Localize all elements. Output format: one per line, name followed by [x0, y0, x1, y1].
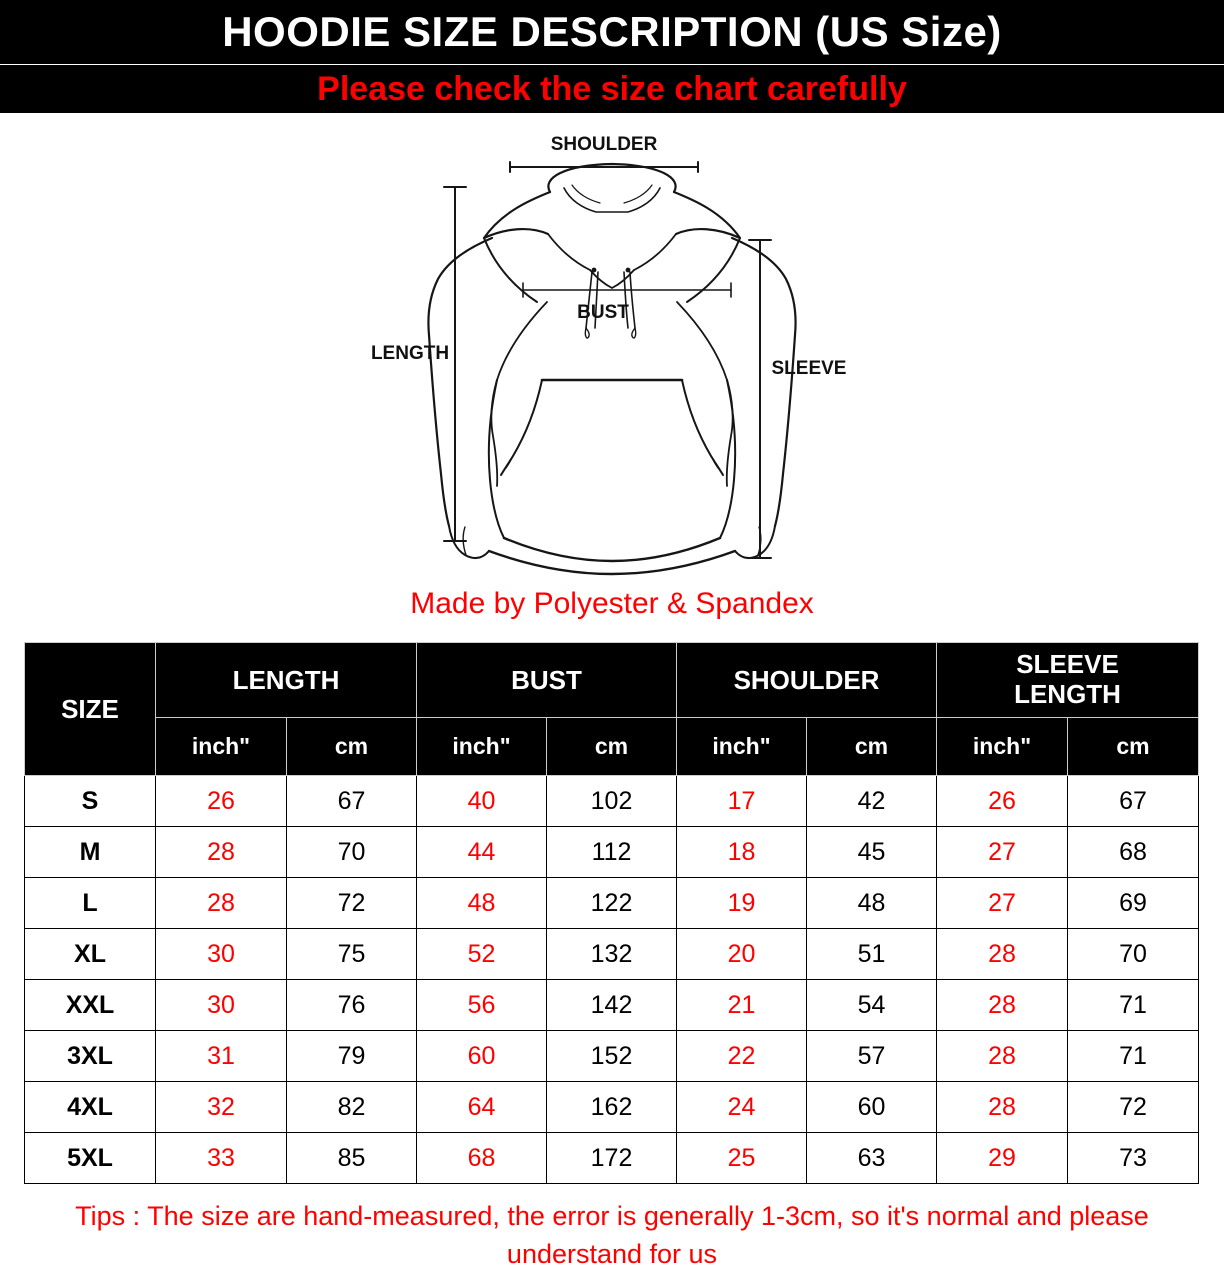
svg-text:SLEEVE: SLEEVE [772, 358, 847, 379]
svg-text:BUST: BUST [577, 302, 629, 323]
svg-text:LENGTH: LENGTH [371, 343, 449, 364]
svg-text:SHOULDER: SHOULDER [551, 134, 658, 155]
